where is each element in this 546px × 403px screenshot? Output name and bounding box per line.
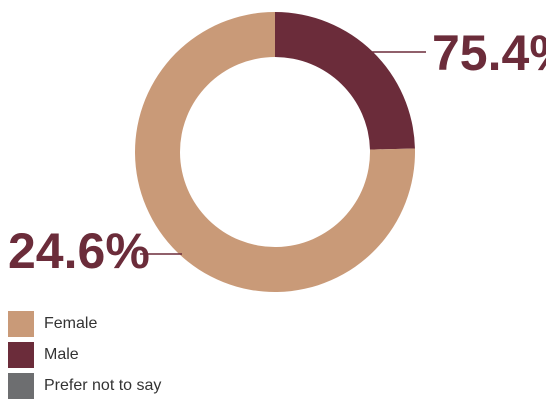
legend-swatch-prefer-not-to-say — [8, 373, 34, 399]
legend-label-prefer-not-to-say: Prefer not to say — [44, 377, 162, 394]
legend-swatch-male — [8, 342, 34, 368]
donut-slice-female — [135, 12, 415, 292]
legend-item-prefer-not-to-say: Prefer not to say — [8, 372, 268, 400]
donut-slice-male — [275, 12, 415, 150]
legend-item-male: Male — [8, 341, 268, 369]
data-label-top-right: 75.4% — [432, 25, 546, 81]
legend: Female Male Prefer not to say — [8, 310, 268, 403]
data-label-left: 24.6% — [8, 223, 150, 279]
legend-label-female: Female — [44, 315, 98, 332]
legend-label-male: Male — [44, 346, 79, 363]
legend-item-female: Female — [8, 310, 268, 338]
legend-swatch-female — [8, 311, 34, 337]
donut-chart: 75.4% 24.6% — [8, 12, 546, 292]
